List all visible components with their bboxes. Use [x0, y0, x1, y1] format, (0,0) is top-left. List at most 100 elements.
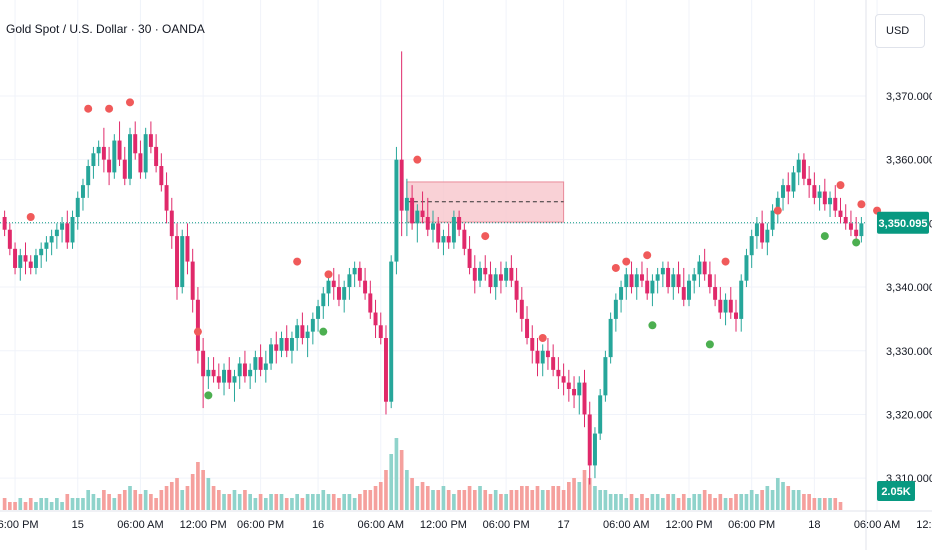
volume-bar — [671, 494, 676, 510]
candle-body — [180, 236, 185, 288]
volume-badge — [877, 481, 915, 501]
y-tick-label: 3,370.000 — [886, 91, 932, 103]
candle-body — [133, 134, 138, 154]
volume-bar — [546, 490, 550, 510]
volume-bar — [133, 490, 138, 510]
candle-body — [812, 185, 817, 198]
candle-body — [86, 166, 91, 186]
volume-bar — [253, 498, 258, 510]
volume-bar — [243, 490, 247, 510]
candle-body — [394, 159, 399, 262]
volume-bar — [39, 498, 44, 510]
candle-body — [645, 280, 650, 294]
volume-bar — [598, 490, 603, 510]
candle-body — [478, 267, 483, 281]
x-tick-label: 15 — [72, 519, 84, 531]
candle-body — [284, 338, 289, 351]
sell-signal-dot — [538, 334, 547, 343]
volume-bar — [582, 470, 587, 510]
volume-bar — [786, 486, 791, 510]
candle-body — [535, 350, 540, 364]
volume-bar — [216, 490, 221, 510]
sell-signal-dot — [836, 181, 845, 190]
candle-body — [760, 223, 765, 243]
volume-bar — [91, 494, 96, 510]
volume-bar — [744, 494, 749, 510]
buy-signal-dot — [820, 232, 829, 241]
volume-bar — [363, 490, 367, 510]
candle-body — [389, 261, 394, 402]
volume-bar — [446, 490, 451, 510]
volume-bar — [227, 494, 232, 510]
volume-bar — [572, 478, 576, 510]
volume-bar — [274, 494, 279, 510]
volume-bar — [692, 494, 697, 510]
sell-signal-dot — [84, 104, 93, 113]
candle-body — [300, 325, 305, 339]
volume-bar — [49, 502, 54, 510]
sell-signal-dot — [324, 270, 333, 279]
volume-bar — [232, 490, 237, 510]
last-price-label: 3,350.095 — [879, 218, 928, 230]
candle-body — [399, 159, 404, 211]
volume-bar — [462, 490, 467, 510]
candle-body — [561, 376, 566, 383]
currency-button[interactable]: USD — [875, 14, 925, 48]
volume-bar — [237, 494, 242, 510]
candle-body — [551, 357, 556, 370]
volume-bar — [180, 490, 185, 510]
candle-body — [504, 267, 509, 281]
sell-signal-dot — [193, 327, 202, 336]
candle-body — [263, 363, 268, 370]
candle-body — [410, 197, 415, 224]
candle-body — [7, 229, 12, 249]
candle-body — [201, 350, 206, 377]
candle-body — [128, 134, 132, 179]
candle-body — [420, 210, 425, 217]
volume-bar — [457, 490, 461, 510]
candle-body — [514, 280, 519, 300]
volume-bar — [551, 486, 555, 510]
candle-body — [781, 185, 786, 198]
volume-bar — [540, 490, 545, 510]
candle-body — [754, 223, 759, 237]
candle-body — [295, 325, 300, 339]
candle-body — [655, 274, 660, 281]
volume-bar — [556, 486, 561, 510]
volume-bar — [608, 494, 613, 510]
volume-bar — [650, 494, 655, 510]
candle-body — [138, 153, 143, 173]
candle-body — [248, 369, 253, 377]
x-tick-label: 06:00 AM — [117, 519, 163, 531]
volume-bar — [321, 490, 326, 510]
buy-signal-dot — [319, 327, 328, 336]
candle-body — [436, 223, 441, 243]
volume-bar — [666, 494, 670, 510]
sell-signal-dot — [721, 257, 730, 266]
candle-body — [807, 178, 812, 186]
volume-bar — [603, 490, 608, 510]
volume-bar — [290, 498, 294, 510]
candle-body — [289, 338, 294, 351]
x-tick-label: 16 — [312, 519, 324, 531]
x-tick-label: 06:00 PM — [728, 519, 775, 531]
volume-bar — [718, 494, 723, 510]
candle-body — [666, 267, 671, 288]
volume-bar — [629, 494, 634, 510]
volume-bar — [81, 498, 85, 510]
volume-bar — [749, 490, 754, 510]
volume-label: 2.05K — [881, 486, 910, 498]
volume-bar — [55, 498, 59, 510]
candle-body — [363, 280, 368, 294]
candle-body — [530, 338, 535, 351]
candle-body — [357, 267, 362, 281]
volume-bar — [295, 494, 299, 510]
volume-bar — [483, 490, 488, 510]
candle-body — [13, 248, 18, 268]
candle-body — [749, 236, 754, 256]
volume-bar — [8, 502, 12, 510]
x-tick-label: 06:00 PM — [0, 519, 39, 531]
candle-body — [577, 382, 582, 396]
candle-body — [833, 197, 838, 211]
